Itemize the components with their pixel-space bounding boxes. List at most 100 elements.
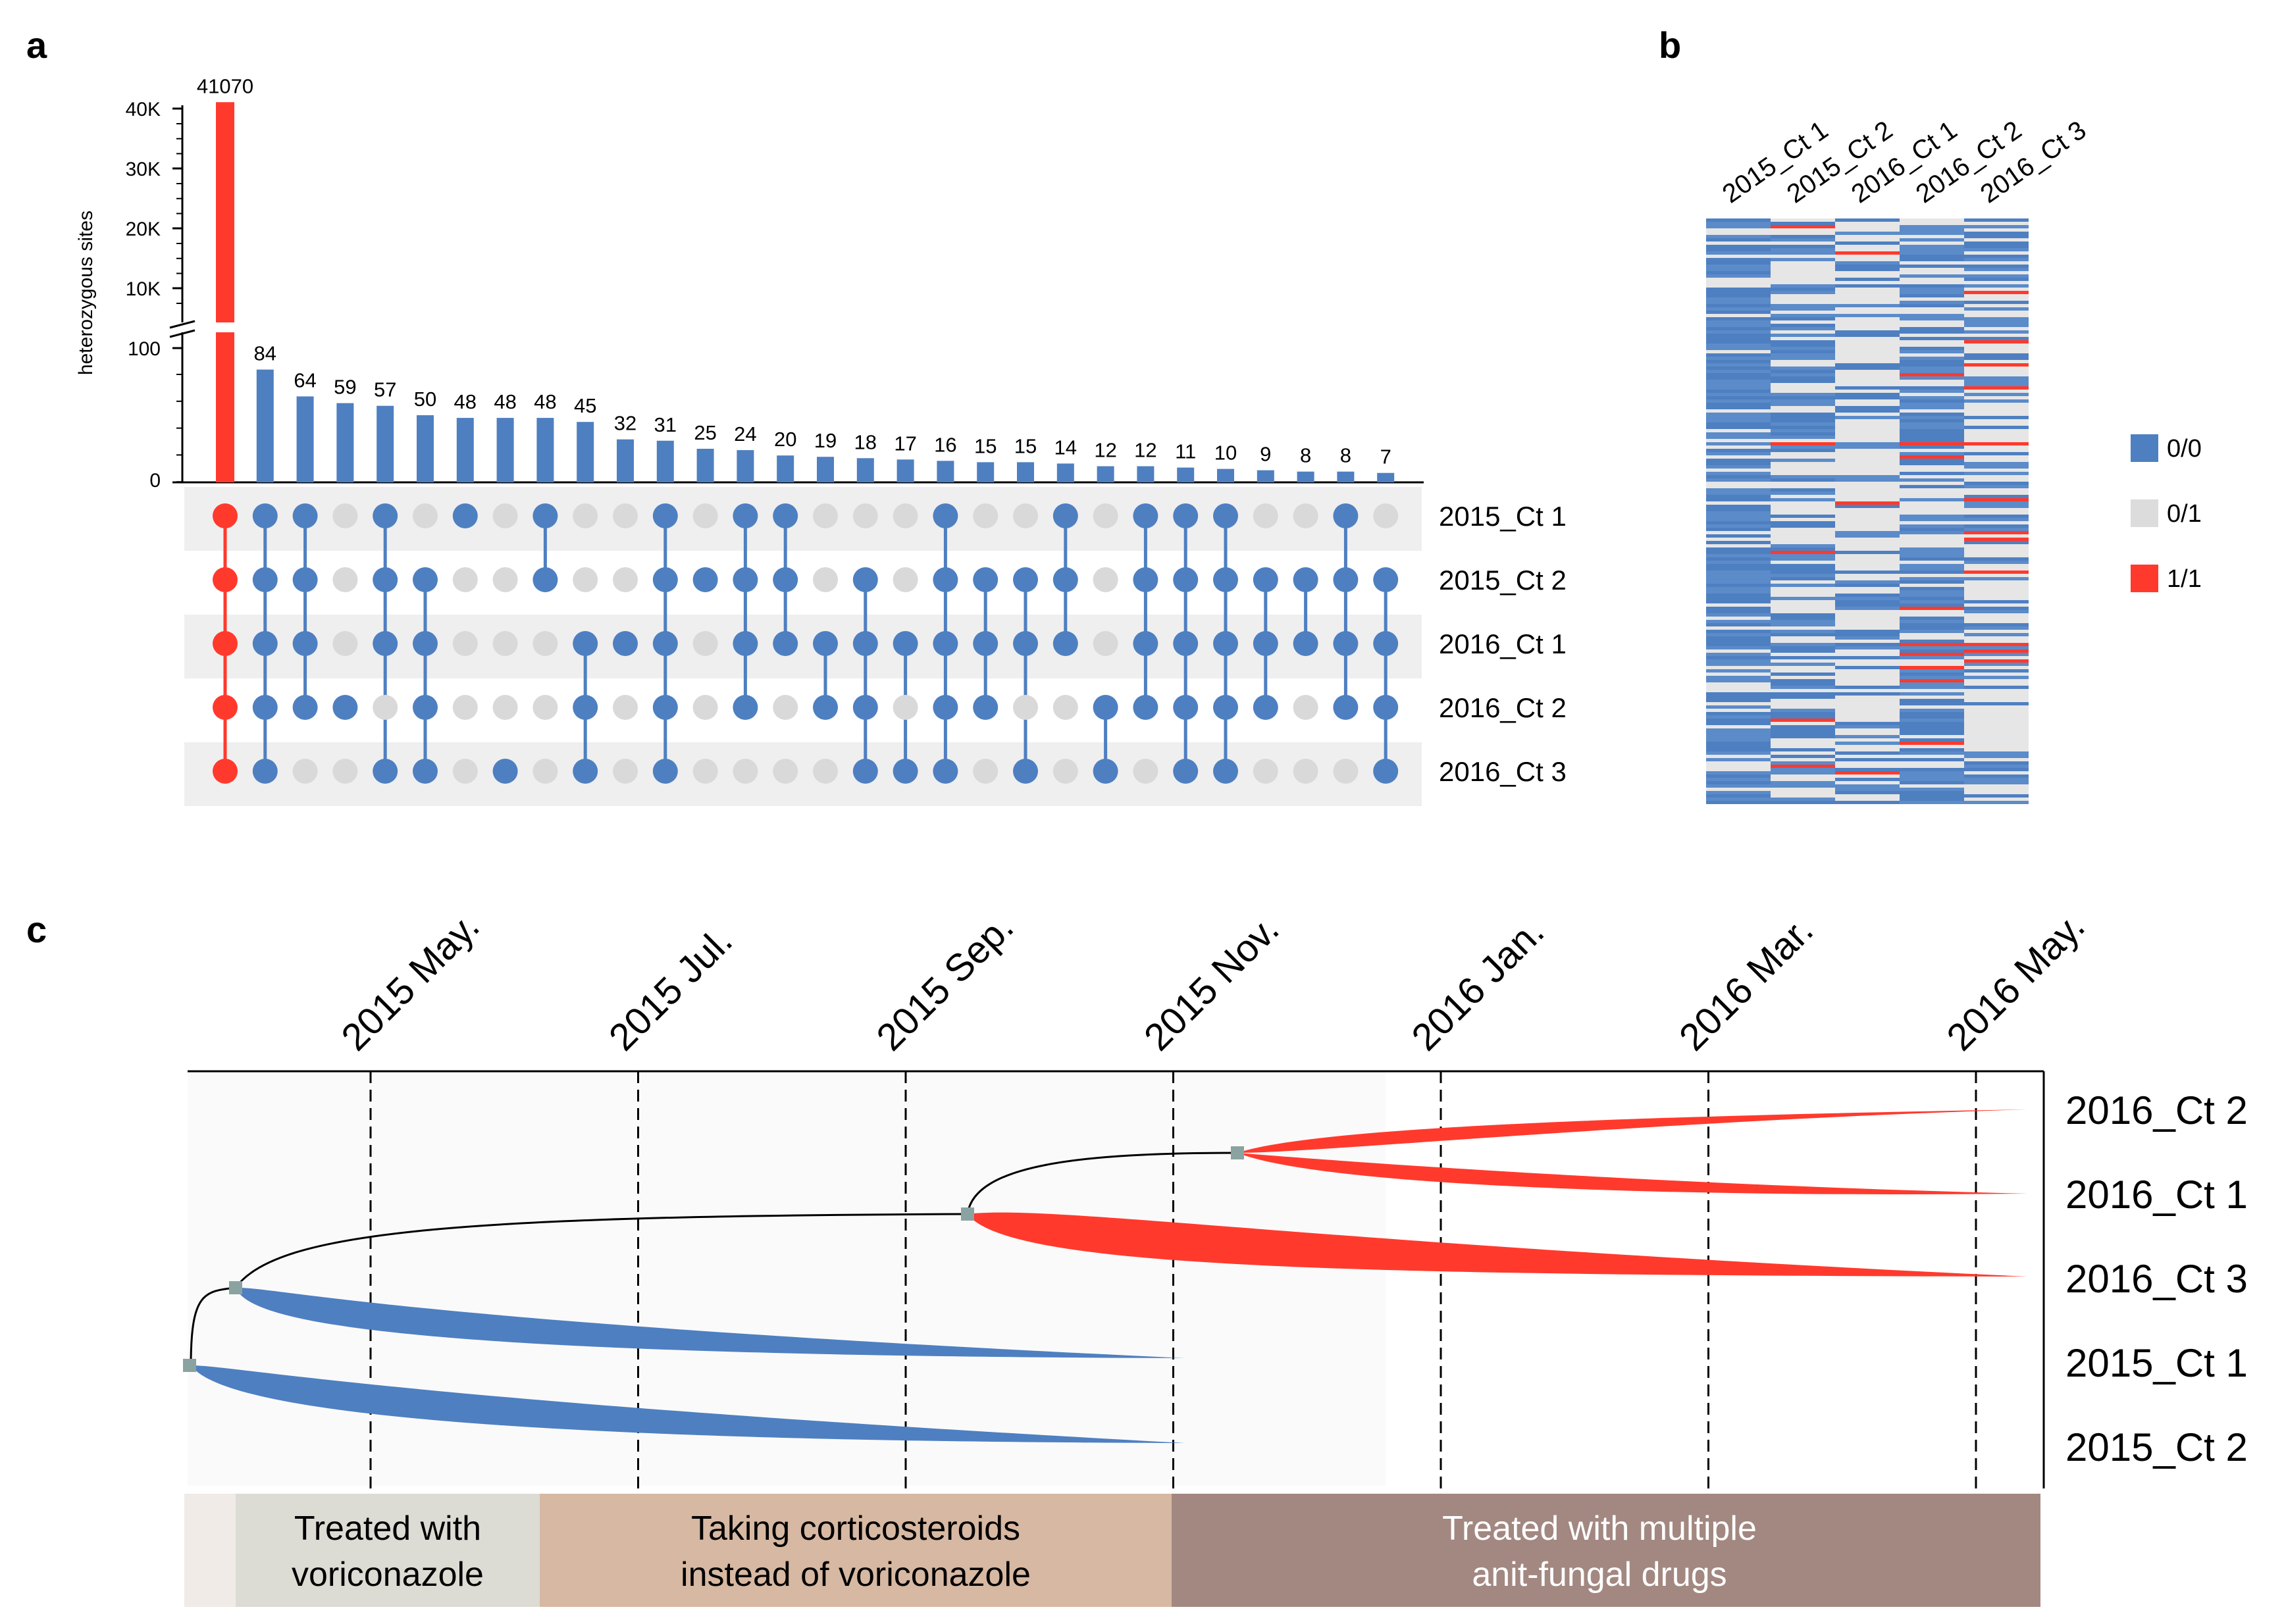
heatmap-cell [1771,584,1835,587]
matrix-dot-11-3 [652,695,678,720]
heatmap-cell [1900,245,1964,248]
heatmap-cell [1900,274,1964,278]
upset-plot: 40K 30K 20K 10K 100 0 heterozygous sites… [75,74,1567,806]
heatmap-cell [1964,501,2029,505]
heatmap-cell [1835,218,1900,222]
heatmap-cell [1964,561,2029,564]
heatmap-cell [1964,626,2029,630]
heatmap-cell [1964,317,2029,320]
matrix-dot-13-1 [733,567,758,592]
heatmap-cell [1706,258,1771,261]
bar-1 [256,369,274,482]
heatmap-cell [1964,663,2029,666]
heatmap-cell [1900,225,1964,228]
matrix-dot-19-2 [973,631,999,656]
heatmap-cell [1835,597,1900,600]
matrix-dot-7-3 [492,695,518,720]
heatmap-cell [1835,735,1900,738]
heatmap-cell [1900,376,1964,380]
heatmap-cell [1835,784,1900,788]
heatmap-cell [1964,643,2029,646]
heatmap-cell [1771,544,1835,547]
heatmap-cell [1835,442,1900,445]
bar-label-28: 8 [1340,444,1351,467]
heatmap-cell [1835,314,1900,317]
heatmap-cell [1706,225,1771,228]
heatmap-cell [1900,686,1964,689]
heatmap-cell [1706,778,1771,781]
matrix-dot-11-4 [652,759,678,784]
heatmap-cell [1706,317,1771,320]
time-label-0: 2015 May. [333,905,487,1059]
lineage-2016-ct1 [1237,1153,2027,1195]
heatmap-cell [1964,649,2029,653]
heatmap-cell [1771,554,1835,557]
heatmap-cell [1706,646,1771,649]
heatmap-cell [1900,317,1964,320]
heatmap-cell [1706,343,1771,347]
heatmap-cell [1706,587,1771,590]
heatmap-cells [1706,218,2029,804]
matrix-dot-0-3 [213,695,238,720]
heatmap-cell [1835,396,1900,399]
heatmap-cell [1964,600,2029,603]
set-label-4: 2016_Ct 3 [1439,756,1567,787]
heatmap-cell [1900,620,1964,623]
heatmap-cell [1964,557,2029,561]
matrix-dot-3-4 [332,759,358,784]
heatmap-cell [1835,505,1900,508]
heatmap-cell [1964,357,2029,360]
heatmap-cell [1706,801,1771,804]
heatmap-cell [1964,794,2029,798]
heatmap-cell [1900,528,1964,531]
bar-5 [417,415,434,482]
heatmap-cell [1900,623,1964,626]
phase-3-line1: Treated with multiple [1442,1510,1757,1548]
heatmap-cell [1706,301,1771,304]
heatmap-cell [1771,353,1835,357]
matrix-dot-14-1 [773,567,798,592]
heatmap-cell [1771,761,1835,765]
heatmap-cell [1964,623,2029,626]
heatmap-cell [1900,363,1964,367]
heatmap-cell [1964,232,2029,235]
heatmap-cell [1771,524,1835,528]
heatmap-cell [1706,376,1771,380]
heatmap-cell [1771,288,1835,291]
legend-swatch-0 [2131,434,2158,462]
heatmap-cell [1900,248,1964,251]
matrix-dot-26-1 [1253,567,1278,592]
matrix-dot-4-0 [373,503,398,528]
heatmap-cell [1706,511,1771,515]
matrix-dot-18-2 [933,631,958,656]
heatmap-cell [1706,676,1771,679]
heatmap-cell [1771,284,1835,288]
matrix-dot-3-1 [332,567,358,592]
set-label-2: 2016_Ct 1 [1439,628,1567,659]
heatmap-cell [1835,265,1900,268]
heatmap-cell [1706,719,1771,722]
heatmap-cell [1706,390,1771,393]
phase-pre [184,1494,236,1607]
heatmap-cell [1706,745,1771,748]
matrix-dot-21-4 [1052,759,1078,784]
heatmap-cell [1706,607,1771,610]
heatmap-cell [1706,340,1771,343]
heatmap-cell [1706,742,1771,745]
legend-label-0: 0/0 [2167,435,2202,463]
heatmap-cell [1706,413,1771,416]
legend-label-1: 0/1 [2167,500,2202,528]
heatmap-cell [1900,551,1964,554]
heatmap-cell [1706,722,1771,725]
heatmap-cell [1900,649,1964,653]
heatmap-cell [1900,258,1964,261]
heatmap-cell [1900,699,1964,702]
heatmap-cell [1964,386,2029,390]
time-label-6: 2016 May. [1938,905,2092,1059]
ytick-label-30k: 30K [126,159,161,180]
heatmap-cell [1900,672,1964,676]
bar-label-3: 59 [334,376,356,399]
heatmap-cell [1900,600,1964,603]
heatmap-cell [1771,574,1835,577]
matrix-dot-26-2 [1253,631,1278,656]
